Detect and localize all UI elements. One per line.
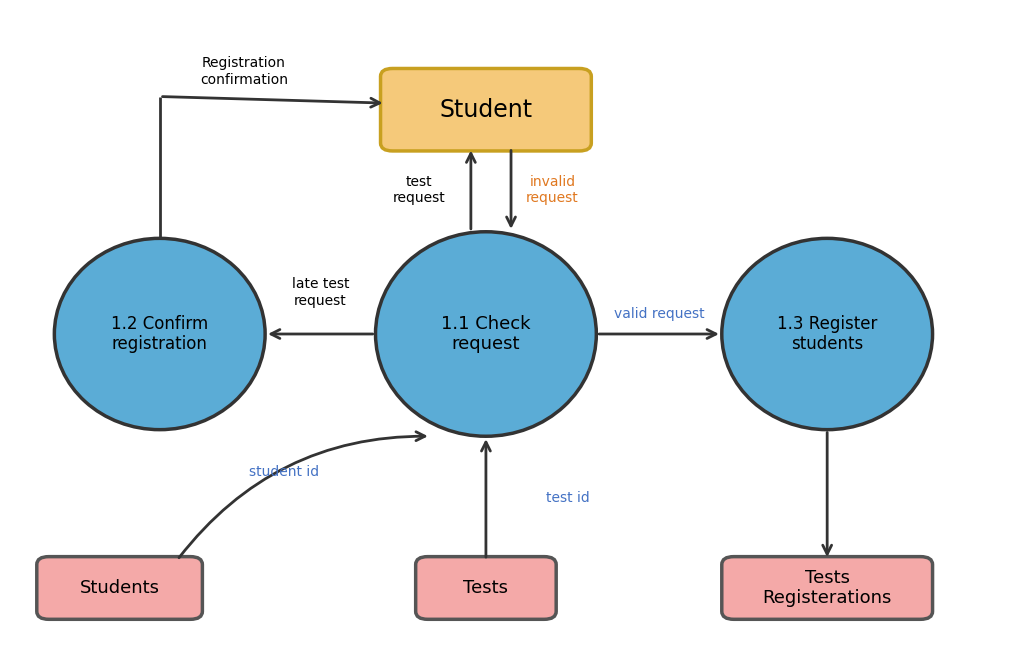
Text: valid request: valid request [613, 307, 704, 321]
Text: 1.1 Check
request: 1.1 Check request [441, 315, 530, 353]
FancyBboxPatch shape [380, 69, 590, 151]
Text: Student: Student [439, 98, 532, 122]
Text: invalid
request: invalid request [526, 174, 578, 205]
Text: Registration
confirmation: Registration confirmation [200, 56, 287, 87]
Text: Tests: Tests [463, 579, 508, 597]
Text: 1.3 Register
students: 1.3 Register students [776, 315, 877, 353]
Text: test id: test id [546, 491, 589, 505]
Ellipse shape [721, 238, 932, 430]
FancyBboxPatch shape [36, 556, 202, 619]
Text: 1.2 Confirm
registration: 1.2 Confirm registration [111, 315, 208, 353]
Text: late test
request: late test request [291, 277, 349, 307]
Text: test
request: test request [392, 174, 445, 205]
FancyBboxPatch shape [721, 556, 932, 619]
Ellipse shape [375, 232, 595, 436]
Text: Tests
Registerations: Tests Registerations [761, 568, 891, 607]
FancyBboxPatch shape [416, 556, 556, 619]
Text: Students: Students [80, 579, 160, 597]
Text: student id: student id [249, 465, 318, 479]
Ellipse shape [55, 238, 265, 430]
